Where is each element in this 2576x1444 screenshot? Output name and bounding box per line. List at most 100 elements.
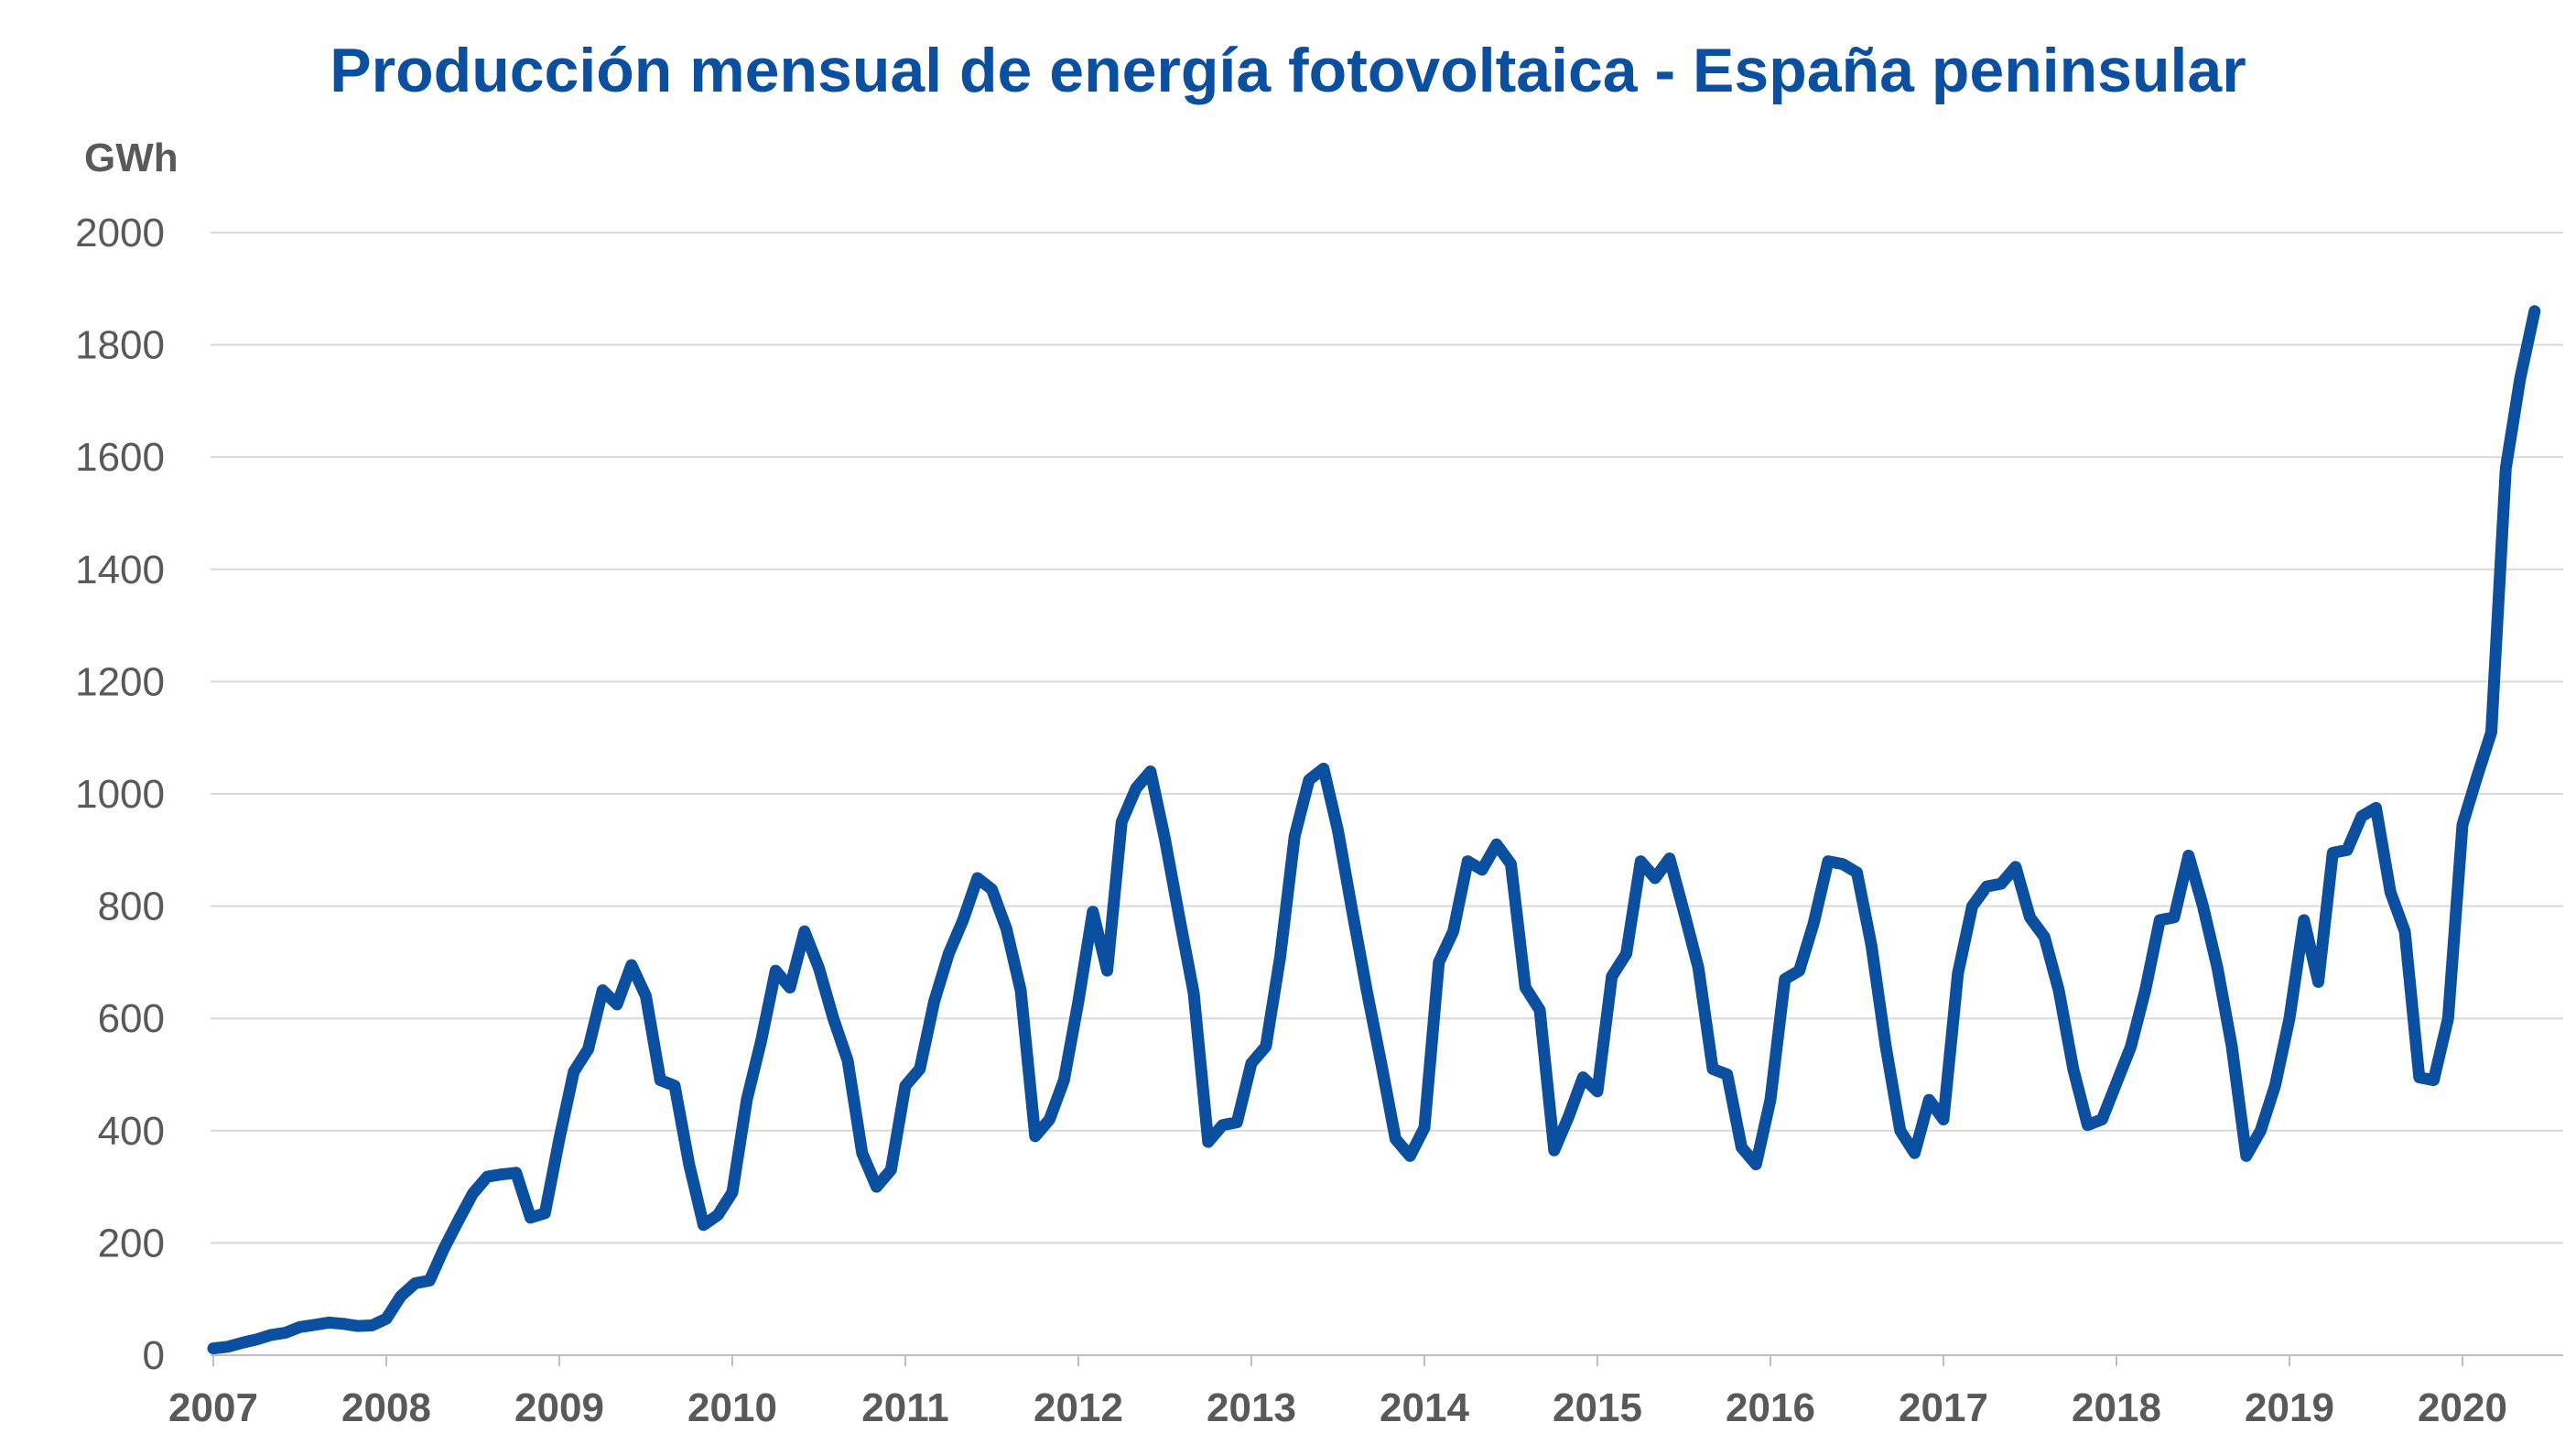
data-point — [1349, 909, 1355, 915]
data-point — [600, 988, 605, 993]
data-point — [2071, 1066, 2076, 1071]
data-point — [311, 1322, 317, 1328]
data-point — [1768, 1097, 1773, 1102]
data-point — [1710, 1066, 1716, 1071]
data-point — [2489, 730, 2495, 735]
data-point — [1941, 1117, 1946, 1123]
data-point — [1105, 968, 1110, 973]
data-point — [471, 1191, 476, 1197]
data-point — [874, 1184, 880, 1189]
data-point — [1912, 1150, 1918, 1156]
data-point — [1422, 1125, 1427, 1131]
data-point — [571, 1069, 577, 1074]
data-point — [1163, 836, 1168, 841]
data-point — [499, 1172, 504, 1178]
data-point — [2287, 1015, 2292, 1021]
data-point — [398, 1294, 404, 1299]
data-point — [1580, 1075, 1586, 1080]
data-point — [1797, 968, 1802, 973]
data-point — [1451, 928, 1456, 934]
data-point — [1364, 988, 1369, 993]
data-point — [1682, 909, 1687, 915]
data-point — [1725, 1072, 1730, 1078]
x-tick-label: 2011 — [861, 1385, 948, 1430]
data-point — [1148, 769, 1153, 775]
data-point — [1465, 859, 1470, 864]
data-point — [1206, 1139, 1211, 1145]
y-tick-label: 1400 — [75, 548, 165, 592]
data-point — [1609, 973, 1615, 979]
data-point — [1825, 859, 1831, 864]
data-point — [2359, 814, 2365, 820]
data-point — [1076, 999, 1081, 1004]
data-point — [903, 1083, 908, 1089]
data-point — [817, 965, 822, 971]
data-point — [2258, 1128, 2264, 1134]
y-tick-label: 2000 — [75, 211, 165, 255]
x-tick-label: 2015 — [1553, 1385, 1642, 1430]
data-point — [687, 1162, 692, 1167]
data-point — [1003, 926, 1009, 931]
data-point — [240, 1341, 245, 1346]
data-point — [1998, 881, 2004, 886]
data-point — [542, 1211, 547, 1216]
data-point — [744, 1097, 750, 1102]
data-point — [773, 968, 778, 973]
data-point — [2374, 805, 2379, 810]
x-tick-label: 2012 — [1034, 1385, 1123, 1430]
data-point — [1552, 1147, 1557, 1153]
data-point — [1047, 1117, 1053, 1123]
y-tick-label: 600 — [98, 996, 165, 1041]
data-point — [946, 951, 951, 957]
data-point — [1566, 1114, 1572, 1120]
data-point — [2214, 965, 2220, 971]
y-tick-label: 0 — [143, 1333, 165, 1378]
data-point — [2474, 775, 2480, 780]
data-point — [845, 1058, 850, 1063]
data-point — [441, 1246, 447, 1252]
x-axis — [211, 1354, 2563, 1366]
data-point — [614, 1002, 620, 1007]
data-point — [484, 1174, 490, 1179]
data-point — [975, 875, 980, 881]
data-point — [1811, 920, 1816, 926]
data-point — [254, 1337, 259, 1342]
data-point — [1393, 1136, 1399, 1142]
data-point — [1494, 841, 1499, 847]
x-tick-label: 2007 — [168, 1385, 258, 1430]
data-point — [211, 1346, 216, 1352]
data-point — [2028, 915, 2033, 920]
data-point — [1263, 1044, 1269, 1049]
data-point — [1898, 1128, 1903, 1134]
data-point — [355, 1323, 361, 1329]
data-point — [730, 1189, 735, 1195]
data-point — [268, 1332, 274, 1338]
data-point — [1407, 1153, 1412, 1158]
data-point — [2517, 375, 2523, 381]
data-point — [1984, 884, 1989, 889]
data-point — [1436, 960, 1442, 965]
data-point — [672, 1083, 677, 1089]
data-point — [2157, 917, 2162, 923]
data-point — [2402, 928, 2408, 934]
data-point — [1595, 1089, 1600, 1094]
y-tick-label: 1000 — [75, 772, 165, 817]
data-point — [586, 1047, 591, 1052]
data-point — [2460, 822, 2465, 828]
data-point — [830, 1015, 836, 1021]
data-point — [1133, 786, 1139, 791]
data-point — [787, 985, 793, 991]
y-tick-label: 200 — [98, 1221, 165, 1265]
data-point — [1955, 971, 1961, 976]
data-point — [1970, 904, 1975, 909]
data-point — [2099, 1117, 2105, 1123]
data-point — [2445, 1015, 2451, 1021]
chart-title: Producción mensual de energía fotovoltai… — [330, 36, 2246, 105]
data-point — [1638, 859, 1643, 864]
data-point — [1509, 862, 1514, 867]
data-point — [2532, 309, 2538, 314]
data-point — [1537, 1007, 1542, 1013]
data-point — [1306, 777, 1312, 783]
data-point — [932, 999, 937, 1004]
data-point — [1739, 1145, 1745, 1150]
